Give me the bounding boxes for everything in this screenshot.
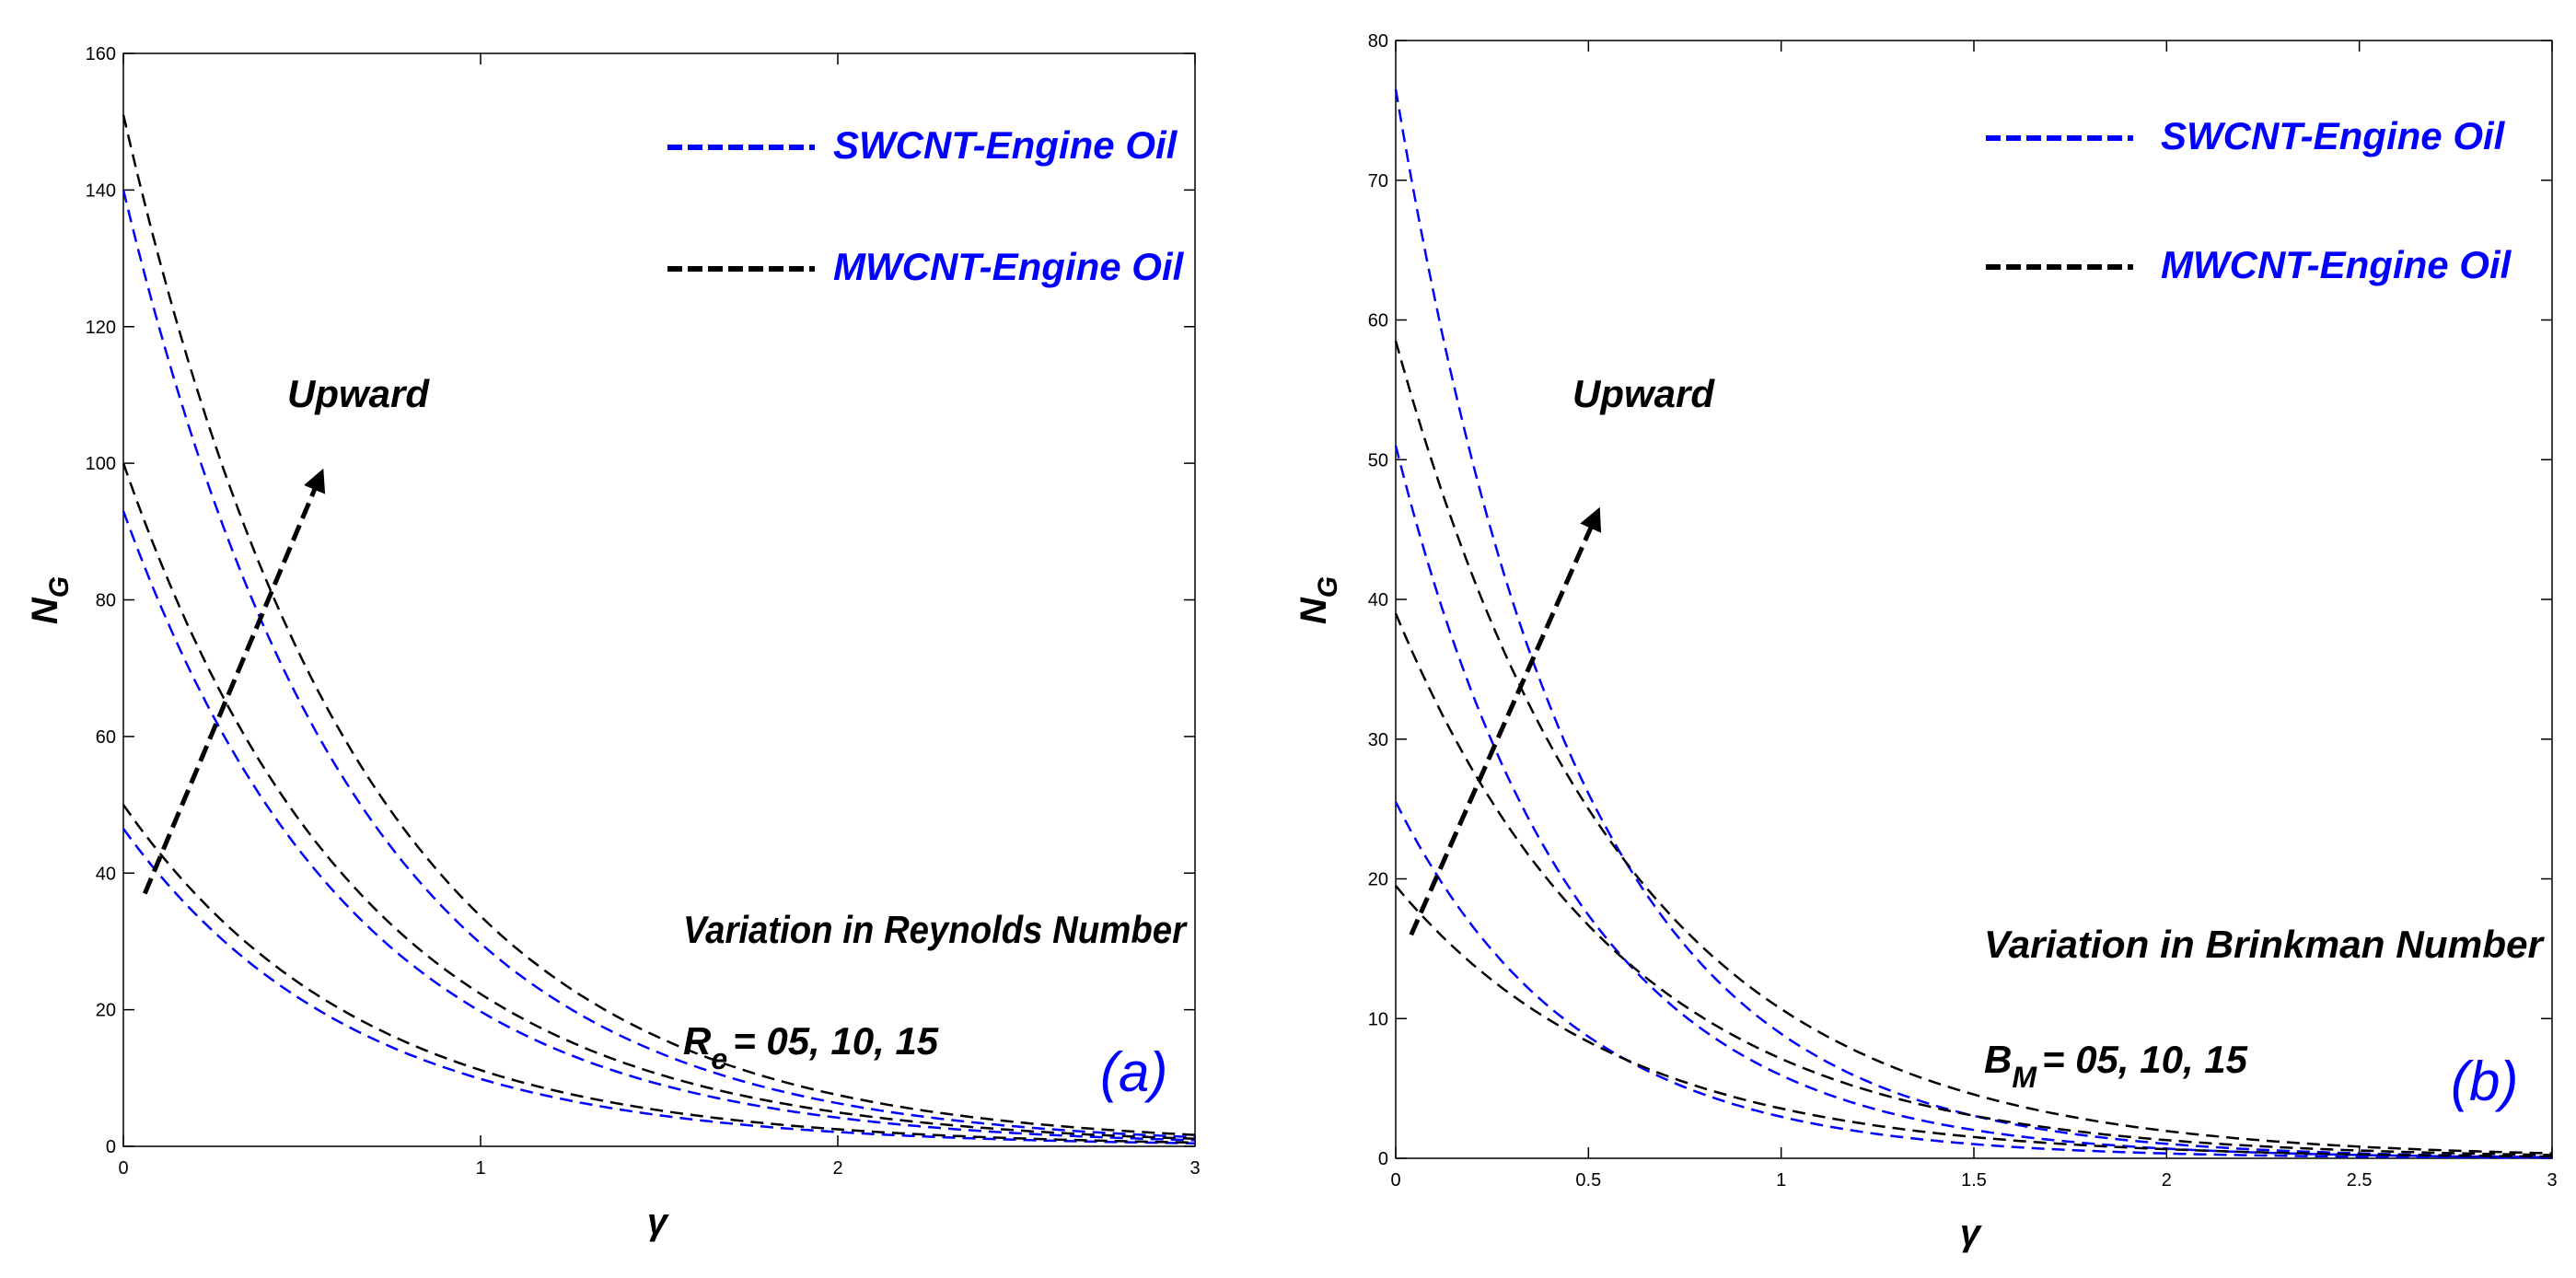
param-values: = 05, 10, 15 xyxy=(733,1019,939,1063)
param-symbol: B xyxy=(1984,1038,2012,1081)
x-tick-label: 0 xyxy=(118,1158,128,1179)
y-tick-label: 60 xyxy=(1368,311,1388,331)
y-tick-label: 160 xyxy=(86,44,116,64)
y-tick-label: 20 xyxy=(96,1001,116,1021)
y-axis-label: NG xyxy=(1294,576,1343,624)
y-axis-label-main: N xyxy=(25,597,65,624)
legend-label-1: SWCNT-Engine Oil xyxy=(2161,114,2506,157)
y-tick-label: 0 xyxy=(1378,1149,1388,1169)
param-subscript: e xyxy=(711,1042,727,1075)
y-tick-label: 60 xyxy=(96,727,116,748)
x-tick-label: 3 xyxy=(1189,1158,1200,1179)
chart-panel-a: 0 1 2 3 0 20 40 60 80 100 120 140 160 γ NG SWCNT-Engine… xyxy=(25,44,1201,1242)
annotation-parameter: BM = 05, 10, 15 xyxy=(1984,1038,2248,1094)
annotation-variation: Variation in Reynolds Number xyxy=(683,908,1188,951)
series-line-2 xyxy=(1394,445,2553,1159)
y-axis-label-sub: G xyxy=(1313,576,1343,598)
legend-label-1: SWCNT-Engine Oil xyxy=(833,123,1178,167)
param-values: = 05, 10, 15 xyxy=(2042,1038,2248,1081)
y-tick-label: 140 xyxy=(86,180,116,201)
y-tick-label: 100 xyxy=(86,454,116,474)
series-line-6 xyxy=(1394,340,2553,1155)
chart-panel-b: 0 0.5 1 1.5 2 2.5 301020304050607080γNGSWCNT-E… xyxy=(1294,31,2558,1253)
y-tick-label: 10 xyxy=(1368,1009,1388,1029)
y-tick-label: 40 xyxy=(1368,590,1388,610)
series-line-5 xyxy=(1394,612,2553,1156)
legend-label-2: MWCNT-Engine Oil xyxy=(833,245,1185,288)
panel-label: (b) xyxy=(2451,1051,2518,1112)
annotation-variation: Variation in Brinkman Number xyxy=(1984,923,2546,966)
y-tick-label: 70 xyxy=(1368,171,1388,192)
y-tick-label: 120 xyxy=(86,318,116,338)
y-tick-label: 20 xyxy=(1368,870,1388,890)
y-tick-label: 50 xyxy=(1368,450,1388,471)
y-axis-label-main: N xyxy=(1294,597,1334,624)
x-tick-label: 0 xyxy=(1390,1170,1400,1191)
x-axis-label: γ xyxy=(647,1202,670,1242)
y-tick-label: 30 xyxy=(1368,730,1388,750)
annotation-upward: Upward xyxy=(287,372,430,415)
x-tick-label: 2 xyxy=(2162,1170,2172,1191)
x-tick-label: 2.5 xyxy=(2347,1170,2373,1191)
x-axis-label: γ xyxy=(1960,1213,1983,1253)
plot-frame xyxy=(122,52,1196,1147)
series-line-4 xyxy=(1395,885,2553,1158)
y-tick-label: 0 xyxy=(106,1137,116,1157)
param-symbol: R xyxy=(683,1019,712,1063)
series-line-6 xyxy=(122,114,1196,1136)
y-axis-label: NG xyxy=(25,576,75,624)
y-tick-label: 80 xyxy=(96,591,116,611)
y-tick-label: 80 xyxy=(1368,31,1388,52)
x-tick-label: 1 xyxy=(475,1158,485,1179)
series-line-1 xyxy=(1394,801,2552,1159)
y-tick-label: 40 xyxy=(96,864,116,884)
x-tick-label: 1.5 xyxy=(1961,1170,1987,1191)
x-tick-label: 3 xyxy=(2547,1170,2557,1191)
param-subscript: M xyxy=(2012,1061,2037,1094)
annotation-parameter: Re = 05, 10, 15 xyxy=(683,1019,939,1075)
legend-label-2: MWCNT-Engine Oil xyxy=(2161,243,2512,286)
annotation-upward: Upward xyxy=(1572,372,1715,415)
series-line-2 xyxy=(122,510,1196,1142)
upward-arrow xyxy=(1409,506,1602,936)
series-line-3 xyxy=(122,190,1196,1139)
x-tick-label: 2 xyxy=(832,1158,842,1179)
plot-frame xyxy=(1395,40,2553,1159)
series-line-4 xyxy=(122,804,1196,1144)
series-line-1 xyxy=(122,828,1196,1144)
x-tick-label: 1 xyxy=(1776,1170,1786,1191)
panel-label: (a) xyxy=(1100,1041,1167,1103)
x-tick-label: 0.5 xyxy=(1575,1170,1601,1191)
y-axis-label-sub: G xyxy=(44,576,75,598)
upward-arrow xyxy=(142,468,326,895)
